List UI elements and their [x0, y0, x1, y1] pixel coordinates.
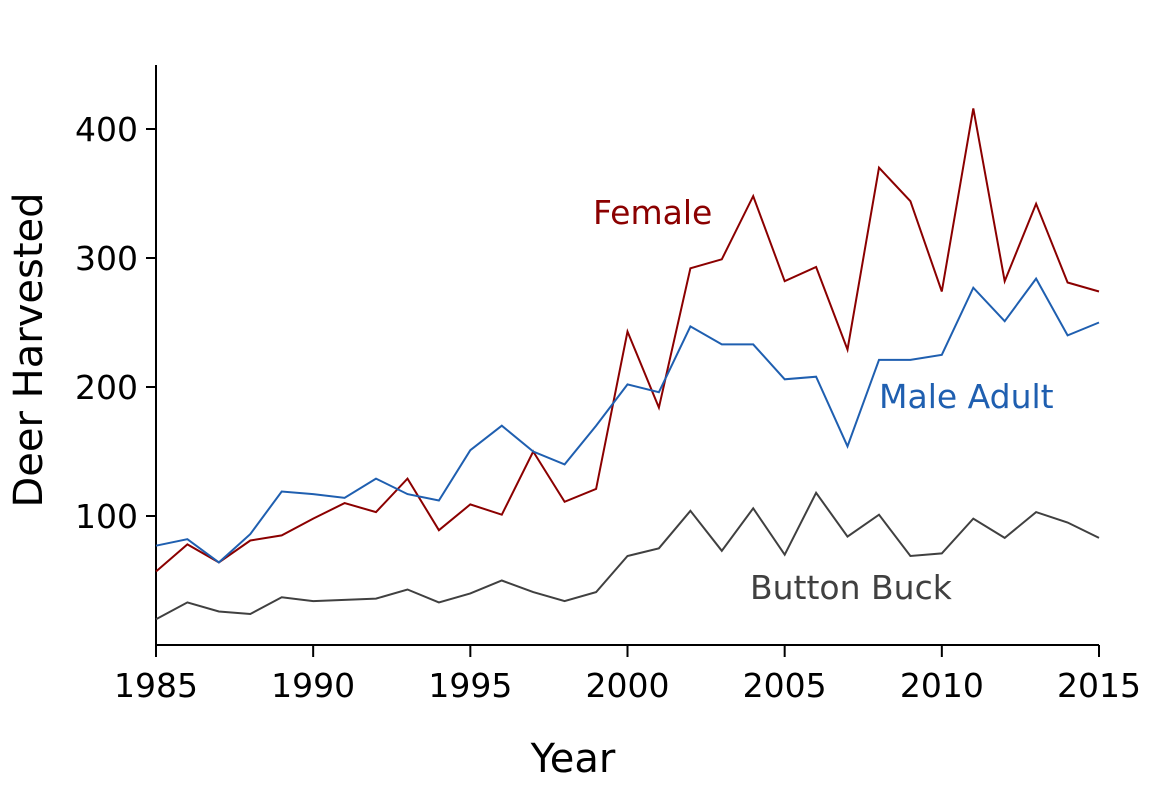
x-tick-label: 2000	[586, 666, 670, 705]
x-tick-label: 1985	[114, 666, 198, 705]
series-line-female	[155, 108, 1100, 573]
axes: 100 200 300 400 1985 1990 1995 2000 2005 2010 2015	[75, 65, 1141, 705]
x-axis-title: Year	[530, 736, 616, 782]
series-labels: Female Male Adult Button Buck	[593, 193, 1054, 607]
series-label-button-buck: Button Buck	[750, 568, 953, 607]
series-lines	[155, 108, 1100, 621]
x-tick-label: 2005	[743, 666, 827, 705]
y-tick-label: 300	[75, 239, 138, 278]
y-axis-title: Deer Harvested	[6, 192, 52, 507]
y-tick-label: 400	[75, 110, 138, 149]
y-tick-label: 100	[75, 497, 138, 536]
series-line-male-adult	[155, 276, 1100, 564]
series-label-female: Female	[593, 193, 712, 232]
y-tick-label: 200	[75, 368, 138, 407]
series-label-male-adult: Male Adult	[879, 377, 1054, 416]
x-tick-label: 2015	[1057, 666, 1141, 705]
series-line-button-buck	[155, 490, 1100, 621]
x-tick-label: 1990	[271, 666, 355, 705]
x-tick-label: 1995	[428, 666, 512, 705]
x-tick-label: 2010	[900, 666, 984, 705]
